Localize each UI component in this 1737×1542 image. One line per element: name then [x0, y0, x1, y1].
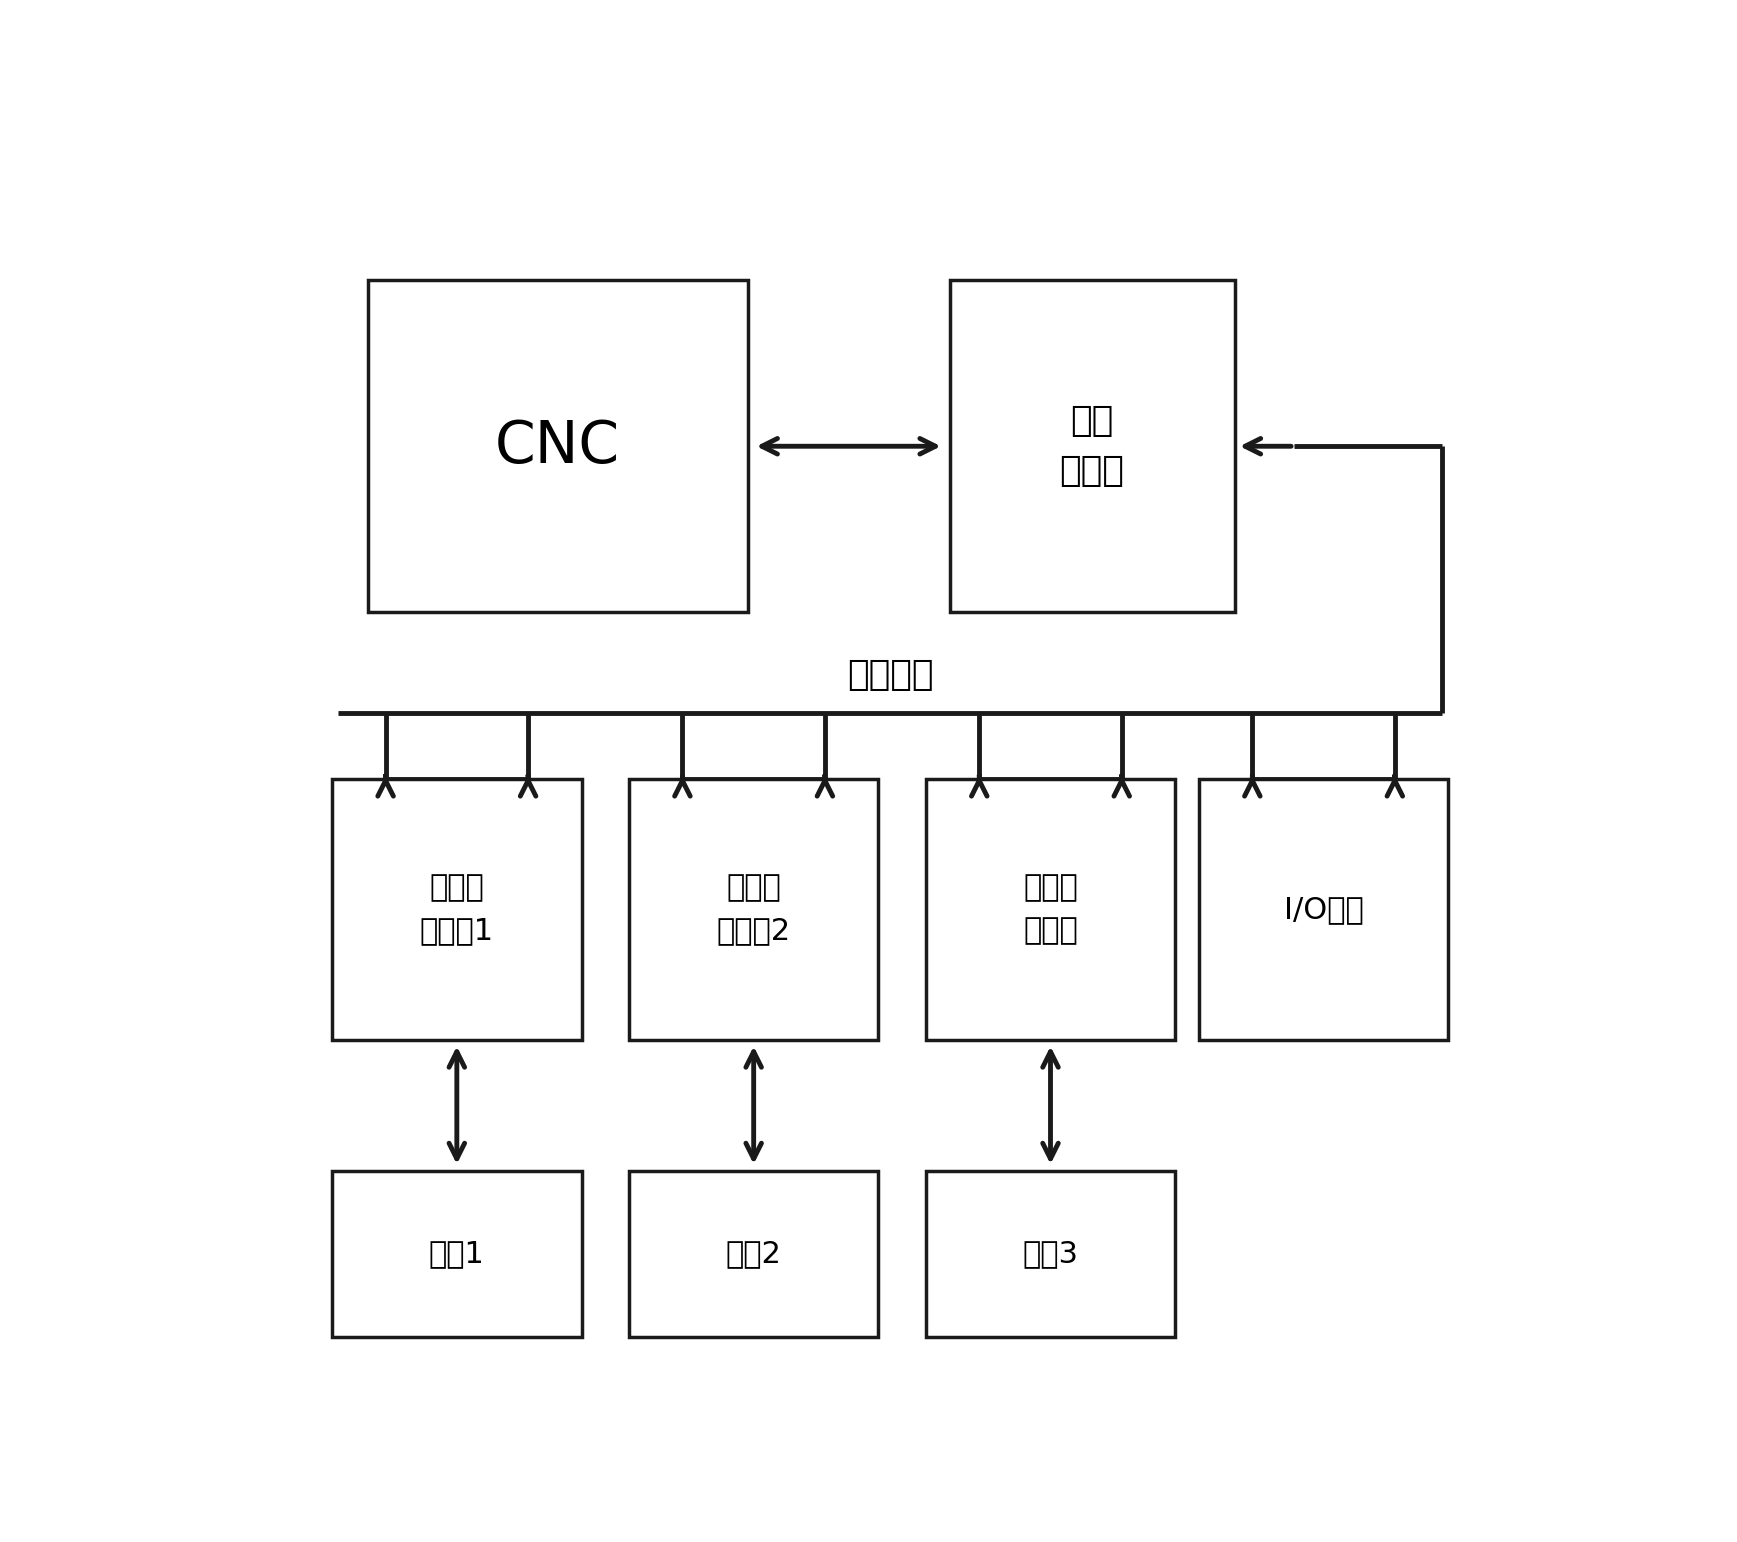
Bar	[368, 281, 747, 612]
Text: 主轴驱
动装置: 主轴驱 动装置	[1023, 873, 1079, 945]
Text: 电机3: 电机3	[1023, 1240, 1079, 1268]
Text: 总线
接口卡: 总线 接口卡	[1060, 404, 1124, 489]
Bar	[926, 1170, 1176, 1337]
Bar	[1199, 779, 1449, 1039]
Text: 电机2: 电机2	[726, 1240, 782, 1268]
Text: 运动驱
动装置1: 运动驱 动装置1	[420, 873, 493, 945]
Bar	[332, 1170, 582, 1337]
Bar	[950, 281, 1235, 612]
Bar	[629, 779, 879, 1039]
Text: CNC: CNC	[495, 418, 620, 475]
Bar	[926, 779, 1176, 1039]
Text: 电机1: 电机1	[429, 1240, 485, 1268]
Text: 运动驱
动装置2: 运动驱 动装置2	[717, 873, 790, 945]
Text: I/O装置: I/O装置	[1284, 894, 1364, 924]
Bar	[332, 779, 582, 1039]
Bar	[629, 1170, 879, 1337]
Text: 现场总线: 现场总线	[848, 658, 933, 692]
